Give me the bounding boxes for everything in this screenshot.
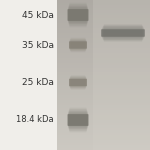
Bar <box>57 85 150 87</box>
FancyBboxPatch shape <box>102 28 144 38</box>
Bar <box>57 68 150 70</box>
FancyBboxPatch shape <box>69 41 87 49</box>
Bar <box>57 82 150 85</box>
Bar <box>57 22 150 25</box>
Bar <box>57 123 150 125</box>
Bar <box>57 128 150 130</box>
Bar <box>57 60 150 63</box>
Text: 18.4 kDa: 18.4 kDa <box>16 116 54 124</box>
FancyBboxPatch shape <box>68 112 88 128</box>
FancyBboxPatch shape <box>68 7 88 22</box>
Bar <box>57 135 150 138</box>
FancyBboxPatch shape <box>68 9 88 21</box>
Bar <box>57 115 150 117</box>
FancyBboxPatch shape <box>103 26 143 40</box>
Bar <box>57 145 150 147</box>
Bar <box>57 33 150 35</box>
FancyBboxPatch shape <box>68 114 88 126</box>
Bar <box>57 98 150 100</box>
Bar <box>57 55 150 57</box>
Bar <box>57 38 150 40</box>
Bar <box>57 102 150 105</box>
Bar <box>57 52 150 55</box>
Text: 25 kDa: 25 kDa <box>22 78 54 87</box>
FancyBboxPatch shape <box>101 29 145 37</box>
Bar <box>57 48 150 50</box>
FancyBboxPatch shape <box>69 79 87 86</box>
FancyBboxPatch shape <box>71 38 85 52</box>
Text: 45 kDa: 45 kDa <box>22 11 54 20</box>
FancyBboxPatch shape <box>69 108 87 132</box>
Bar <box>57 50 150 52</box>
Bar <box>57 30 150 33</box>
Bar <box>57 8 150 10</box>
FancyBboxPatch shape <box>69 111 88 129</box>
Bar <box>57 42 150 45</box>
Bar <box>57 100 150 102</box>
FancyBboxPatch shape <box>70 77 86 88</box>
Bar <box>57 35 150 38</box>
FancyBboxPatch shape <box>69 3 87 27</box>
FancyBboxPatch shape <box>69 4 87 26</box>
FancyBboxPatch shape <box>69 6 88 24</box>
Text: 35 kDa: 35 kDa <box>22 40 54 50</box>
Bar <box>57 90 150 93</box>
Bar <box>57 132 150 135</box>
Bar <box>57 87 150 90</box>
Bar <box>57 95 150 98</box>
Bar <box>57 108 150 110</box>
Bar <box>57 0 150 3</box>
Bar <box>57 10 150 12</box>
Bar <box>57 45 150 48</box>
Bar <box>57 117 150 120</box>
FancyBboxPatch shape <box>71 75 85 90</box>
Bar <box>57 20 150 22</box>
Bar <box>57 27 150 30</box>
Bar <box>57 112 150 115</box>
Bar <box>57 120 150 123</box>
Bar <box>57 142 150 145</box>
Bar <box>57 57 150 60</box>
FancyBboxPatch shape <box>70 39 86 51</box>
Bar <box>57 5 150 8</box>
FancyBboxPatch shape <box>69 40 87 50</box>
Bar <box>57 138 150 140</box>
Bar <box>57 63 150 65</box>
Bar <box>57 110 150 112</box>
FancyBboxPatch shape <box>70 39 86 51</box>
FancyBboxPatch shape <box>69 41 87 49</box>
Bar <box>57 40 150 42</box>
Bar <box>57 25 150 27</box>
Bar <box>57 65 150 68</box>
FancyBboxPatch shape <box>69 79 87 86</box>
FancyBboxPatch shape <box>68 114 88 126</box>
FancyBboxPatch shape <box>68 9 88 21</box>
Bar <box>57 78 150 80</box>
Bar <box>57 140 150 142</box>
Bar <box>57 93 150 95</box>
Bar <box>0 0 57 150</box>
Bar <box>57 125 150 127</box>
FancyBboxPatch shape <box>69 78 87 87</box>
Bar <box>57 130 150 132</box>
Bar <box>57 12 150 15</box>
FancyBboxPatch shape <box>101 29 145 37</box>
Bar <box>57 70 150 72</box>
Bar <box>57 3 150 5</box>
Bar <box>57 147 150 150</box>
FancyBboxPatch shape <box>69 109 87 131</box>
Bar <box>57 18 150 20</box>
Bar <box>57 75 150 78</box>
Bar <box>57 72 150 75</box>
FancyBboxPatch shape <box>70 76 86 89</box>
FancyBboxPatch shape <box>104 25 142 41</box>
Bar <box>93 0 150 150</box>
Bar <box>57 80 150 82</box>
Bar <box>57 105 150 108</box>
Bar <box>57 15 150 18</box>
